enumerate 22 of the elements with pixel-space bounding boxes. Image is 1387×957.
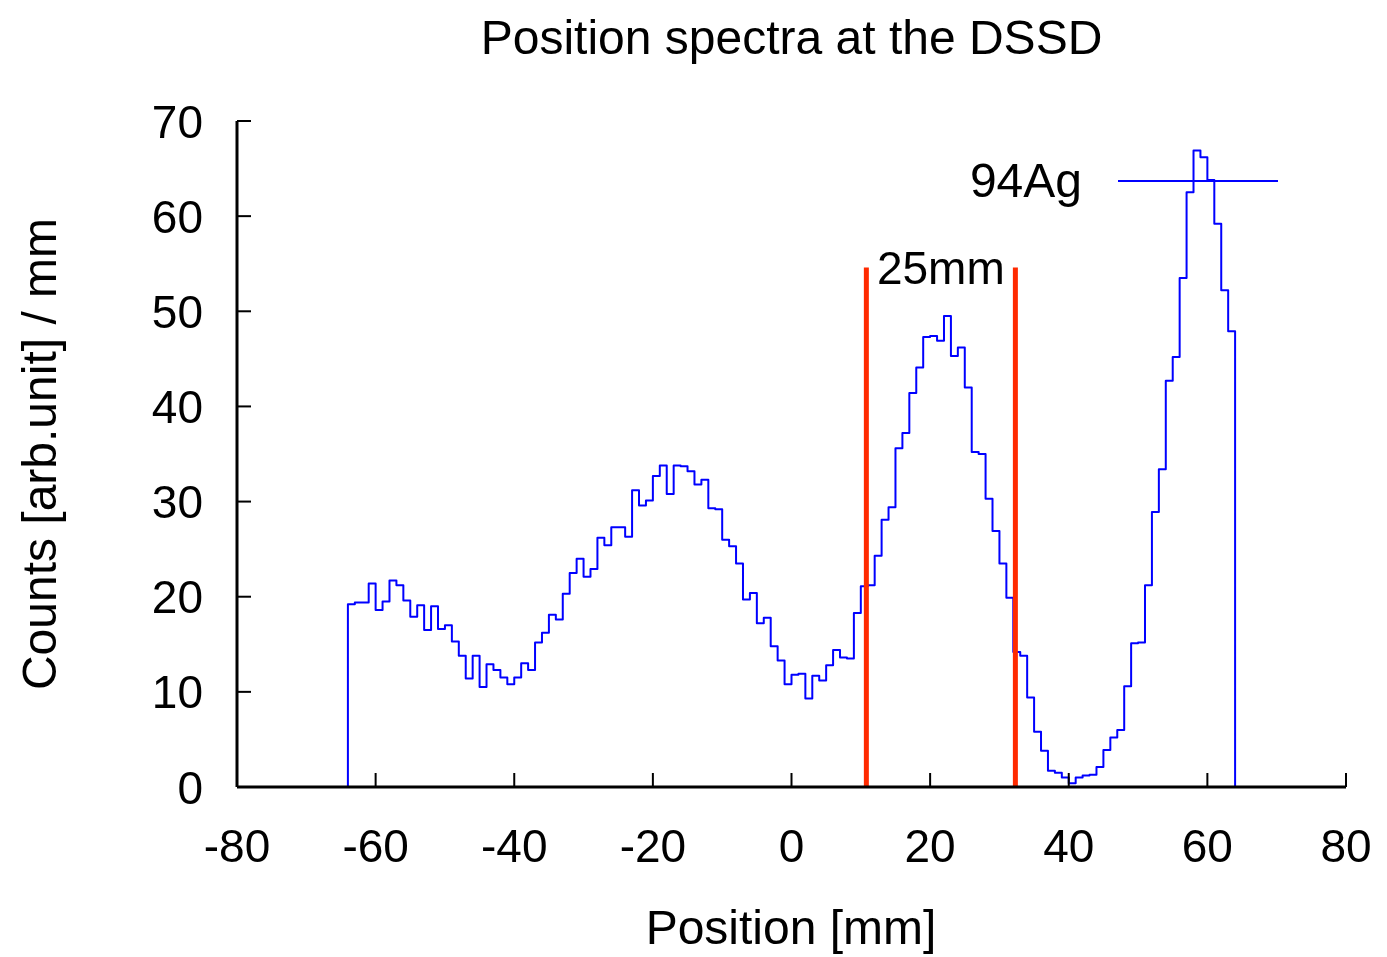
- x-axis-title: Position [mm]: [644, 900, 938, 956]
- y-tick-label: 20: [151, 571, 203, 624]
- x-tick-label: -80: [203, 820, 271, 872]
- y-tick-label: 10: [151, 666, 203, 719]
- y-tick-label: 40: [151, 380, 203, 433]
- x-tick-label: 20: [904, 820, 956, 872]
- y-tick-label: 0: [177, 761, 203, 814]
- x-tick-label: 40: [1043, 820, 1095, 872]
- chart-title: Position spectra at the DSSD: [479, 10, 1104, 66]
- x-tick-label: -20: [619, 820, 687, 872]
- y-axis-title: Counts [arb.unit] / mm: [12, 216, 67, 693]
- x-tick-label: -40: [481, 820, 548, 872]
- y-tick-label: 70: [151, 95, 203, 148]
- x-tick-label: 80: [1320, 820, 1372, 872]
- x-tick-label: 60: [1181, 820, 1233, 872]
- x-tick-label: 0: [778, 820, 805, 872]
- annotation: 25mm: [876, 241, 1005, 294]
- y-tick-label: 30: [151, 476, 203, 529]
- x-tick-label: -60: [342, 820, 409, 872]
- legend-label: 94Ag: [969, 153, 1082, 209]
- y-tick-label: 60: [151, 190, 203, 243]
- y-tick-label: 50: [151, 285, 203, 338]
